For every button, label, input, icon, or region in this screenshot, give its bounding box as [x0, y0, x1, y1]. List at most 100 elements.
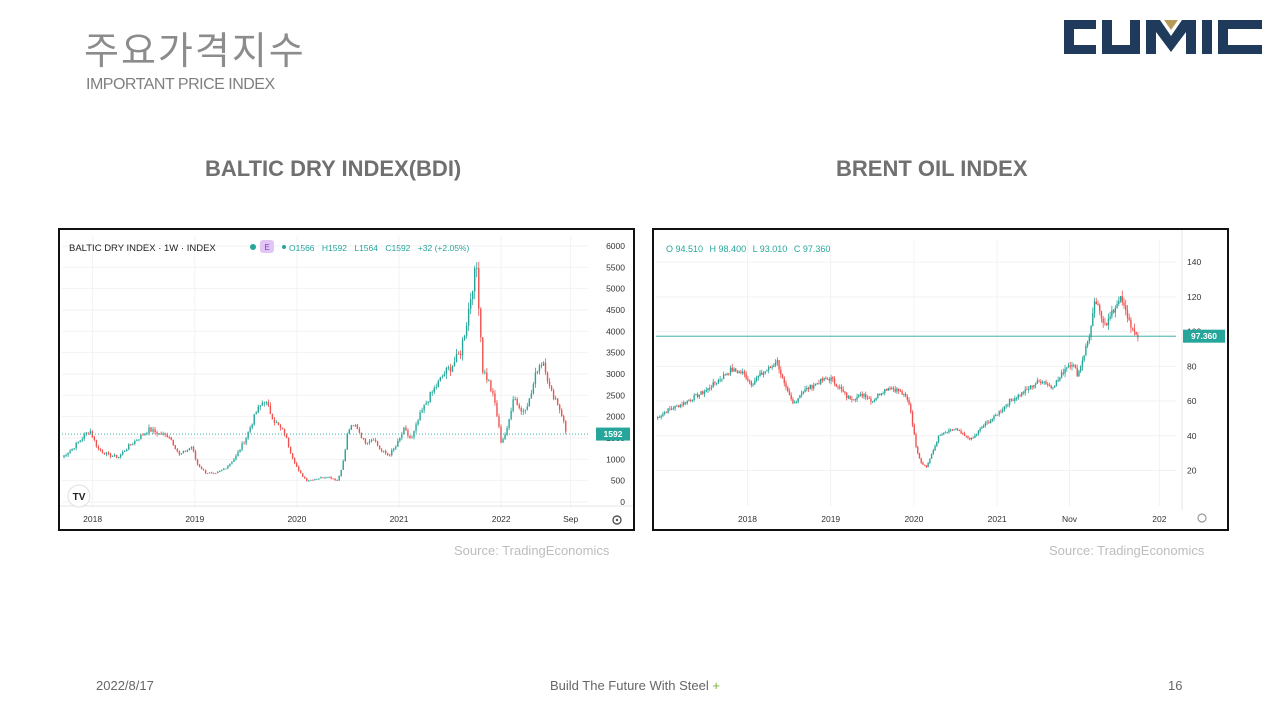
candle-body	[1109, 316, 1111, 319]
candle-body	[1097, 304, 1099, 305]
candle-body	[344, 449, 346, 462]
candle-body	[302, 473, 304, 477]
candle-body	[667, 408, 669, 413]
y-tick-label: 20	[1187, 465, 1197, 475]
candle-body	[873, 400, 876, 402]
candle-body	[443, 374, 446, 377]
candle-body	[828, 379, 831, 381]
candle-body	[1123, 302, 1125, 306]
candle-body	[813, 385, 815, 389]
candle-body	[937, 435, 940, 443]
candle-body	[1036, 380, 1039, 384]
footer-date: 2022/8/17	[96, 678, 154, 693]
candle-body	[660, 415, 662, 418]
candle-body	[281, 427, 284, 430]
candle-body	[856, 396, 858, 400]
candle-body	[958, 429, 961, 431]
candle-body	[684, 402, 687, 404]
candle-body	[251, 424, 253, 428]
candle-body	[504, 434, 506, 440]
candle-body	[1078, 371, 1080, 377]
candle-body	[1105, 323, 1108, 326]
x-tick-label: Nov	[1062, 514, 1078, 524]
candle-body	[832, 377, 834, 379]
candle-body	[217, 471, 219, 474]
candle-body	[427, 401, 429, 404]
candle-body	[662, 413, 664, 416]
candle-body	[982, 426, 985, 428]
candle-body	[840, 387, 843, 390]
candle-body	[882, 393, 884, 394]
candle-body	[826, 379, 829, 380]
candle-body	[338, 475, 340, 481]
candle-body	[439, 377, 442, 381]
candle-body	[293, 458, 296, 464]
candle-body	[1060, 372, 1063, 378]
footer-slogan-text: Build The Future With Steel	[550, 678, 709, 693]
candle-body	[787, 387, 789, 392]
candle-body	[239, 449, 241, 452]
bdi-change: +32 (+2.05%)	[418, 243, 470, 253]
candle-body	[974, 435, 976, 438]
candle-body	[417, 420, 419, 425]
candle-body	[362, 438, 365, 439]
candle-body	[927, 463, 929, 468]
candle-body	[1071, 364, 1073, 367]
candle-body	[561, 409, 563, 417]
candle-body	[391, 450, 393, 456]
live-dot-icon	[282, 245, 286, 249]
candle-body	[728, 373, 730, 375]
candle-body	[941, 434, 943, 436]
candle-body	[366, 442, 369, 444]
candle-body	[1038, 380, 1040, 382]
tradingview-logo-icon: TV	[67, 484, 91, 508]
candle-body	[1031, 385, 1033, 388]
settings-gear-icon[interactable]	[612, 515, 622, 525]
candle-body	[279, 424, 282, 428]
x-tick-label: 2021	[988, 514, 1007, 524]
candle-body	[663, 412, 666, 414]
candle-body	[544, 362, 547, 373]
brent-source: Source: TradingEconomics	[1049, 543, 1205, 558]
candle-body	[698, 394, 701, 397]
candle-body	[152, 429, 154, 432]
candle-body	[1045, 381, 1047, 385]
candle-body	[126, 449, 128, 452]
candle-body	[558, 404, 561, 410]
candle-body	[793, 402, 796, 404]
candle-body	[1027, 389, 1030, 390]
candle-body	[465, 325, 468, 336]
candle-body	[693, 395, 695, 401]
candle-body	[512, 399, 514, 411]
candle-body	[745, 373, 747, 379]
candle-body	[1088, 336, 1091, 342]
candle-body	[988, 422, 990, 424]
bdi-high: H1592	[322, 243, 347, 253]
candle-body	[206, 473, 209, 474]
candle-body	[1066, 367, 1068, 369]
candle-body	[241, 443, 243, 450]
bdi-last-price: 1592	[604, 429, 623, 439]
candle-body	[447, 367, 450, 369]
logo-accent	[1164, 20, 1178, 30]
candle-body	[124, 451, 126, 452]
candle-body	[839, 387, 841, 388]
candle-body	[463, 335, 466, 340]
candle-body	[453, 362, 456, 367]
candle-body	[901, 391, 903, 395]
candle-body	[524, 409, 526, 411]
candle-body	[939, 434, 941, 436]
y-tick-label: 6000	[606, 241, 625, 251]
candle-body	[719, 379, 721, 381]
candle-body	[948, 430, 950, 433]
candle-body	[700, 391, 702, 395]
auto-scale-icon[interactable]	[1197, 513, 1207, 523]
candle-body	[1001, 409, 1004, 412]
candle-body	[1048, 384, 1051, 386]
brent-open: O 94.510	[666, 244, 703, 254]
candle-body	[67, 453, 69, 456]
candle-body	[506, 427, 508, 435]
candle-body	[816, 383, 818, 385]
candle-body	[885, 389, 888, 391]
candle-body	[467, 308, 470, 326]
